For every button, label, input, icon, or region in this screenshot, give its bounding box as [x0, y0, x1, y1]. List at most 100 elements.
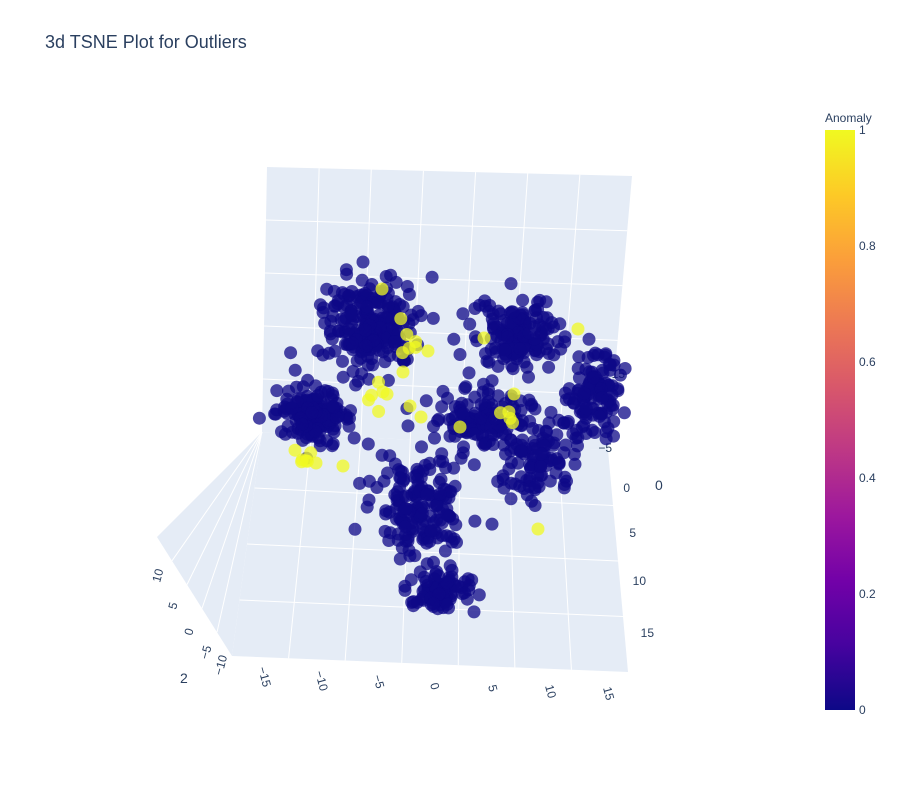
data-point — [419, 574, 433, 588]
data-point — [400, 280, 414, 293]
outlier-point — [288, 443, 302, 457]
data-point — [388, 335, 402, 349]
x-tick: 5 — [629, 526, 636, 540]
data-point — [474, 411, 488, 425]
data-point — [506, 305, 520, 319]
data-point — [435, 447, 449, 461]
data-point — [601, 421, 615, 435]
data-point — [501, 330, 514, 344]
data-point — [457, 440, 470, 454]
outlier-point — [403, 399, 417, 413]
data-point — [404, 308, 418, 322]
data-points[interactable] — [252, 255, 632, 619]
outlier-point — [365, 388, 378, 402]
outlier-point — [453, 420, 467, 434]
grid-line — [264, 272, 623, 287]
x-axis-title: 0 — [655, 477, 663, 493]
data-point — [391, 527, 405, 541]
y-tick: 5 — [485, 683, 500, 693]
data-point — [344, 307, 358, 320]
data-point — [617, 406, 631, 420]
data-point — [440, 597, 454, 611]
data-point — [468, 302, 482, 315]
data-point — [305, 406, 319, 420]
data-point — [288, 363, 302, 377]
data-point — [482, 383, 495, 397]
data-point — [545, 316, 559, 330]
data-point — [568, 457, 582, 471]
data-point — [301, 373, 315, 387]
data-point — [343, 411, 356, 425]
data-point — [506, 362, 520, 376]
data-point — [270, 384, 284, 398]
x-tick: 0 — [623, 481, 630, 495]
outlier-point — [400, 328, 414, 341]
data-point — [355, 273, 369, 287]
data-point — [371, 296, 385, 310]
data-point — [317, 301, 331, 315]
data-point — [399, 502, 413, 515]
data-point — [370, 481, 384, 494]
data-point — [426, 311, 440, 325]
data-point — [486, 438, 500, 451]
data-point — [482, 355, 496, 369]
colorbar-tick: 0.4 — [859, 471, 876, 485]
data-point — [414, 309, 428, 323]
data-point — [384, 268, 398, 282]
data-point — [541, 337, 555, 351]
data-point — [425, 270, 439, 284]
data-point — [353, 476, 367, 490]
data-point — [557, 446, 571, 460]
data-point — [361, 437, 375, 451]
colorbar-tick: 0.2 — [859, 587, 876, 601]
data-point — [415, 440, 428, 454]
data-point — [445, 563, 459, 577]
left-pane — [157, 432, 262, 656]
grid-line — [216, 431, 263, 633]
colorbar-tick: 0.6 — [859, 355, 876, 369]
data-point — [484, 343, 498, 356]
outlier-point — [295, 455, 309, 469]
data-point — [373, 321, 387, 334]
z-tick: 0 — [181, 626, 196, 636]
data-point — [534, 460, 548, 474]
data-point — [434, 472, 448, 486]
data-point — [618, 362, 632, 375]
grid-line — [265, 219, 628, 232]
outlier-point — [309, 456, 323, 470]
outlier-point — [375, 282, 389, 296]
data-point — [458, 381, 472, 395]
data-point — [411, 473, 425, 487]
x-tick: 10 — [633, 574, 647, 588]
data-point — [528, 499, 542, 512]
data-point — [498, 343, 512, 357]
data-point — [547, 348, 561, 362]
data-point — [268, 407, 282, 421]
outlier-point — [336, 459, 350, 473]
data-point — [558, 470, 572, 484]
colorbar-gradient — [825, 130, 855, 710]
data-point — [577, 386, 591, 400]
data-point — [362, 372, 376, 386]
data-point — [342, 322, 356, 336]
z-axis: −10 −5 0 5 10 2 — [149, 567, 230, 686]
data-point — [504, 456, 518, 469]
data-point — [440, 508, 454, 522]
data-point — [571, 439, 584, 453]
data-point — [420, 488, 434, 502]
data-point — [426, 596, 440, 610]
data-point — [252, 411, 266, 425]
z-tick: −5 — [197, 644, 214, 661]
data-point — [348, 522, 362, 536]
data-point — [496, 472, 510, 486]
z-tick: 5 — [165, 600, 180, 610]
data-point — [381, 466, 394, 480]
data-point — [360, 500, 374, 514]
data-point — [295, 417, 309, 431]
data-point — [407, 595, 420, 609]
z-axis-title: 2 — [180, 670, 188, 686]
colorbar-title: Anomaly — [825, 111, 872, 125]
x-tick: 15 — [641, 626, 655, 640]
outlier-point — [421, 344, 435, 358]
